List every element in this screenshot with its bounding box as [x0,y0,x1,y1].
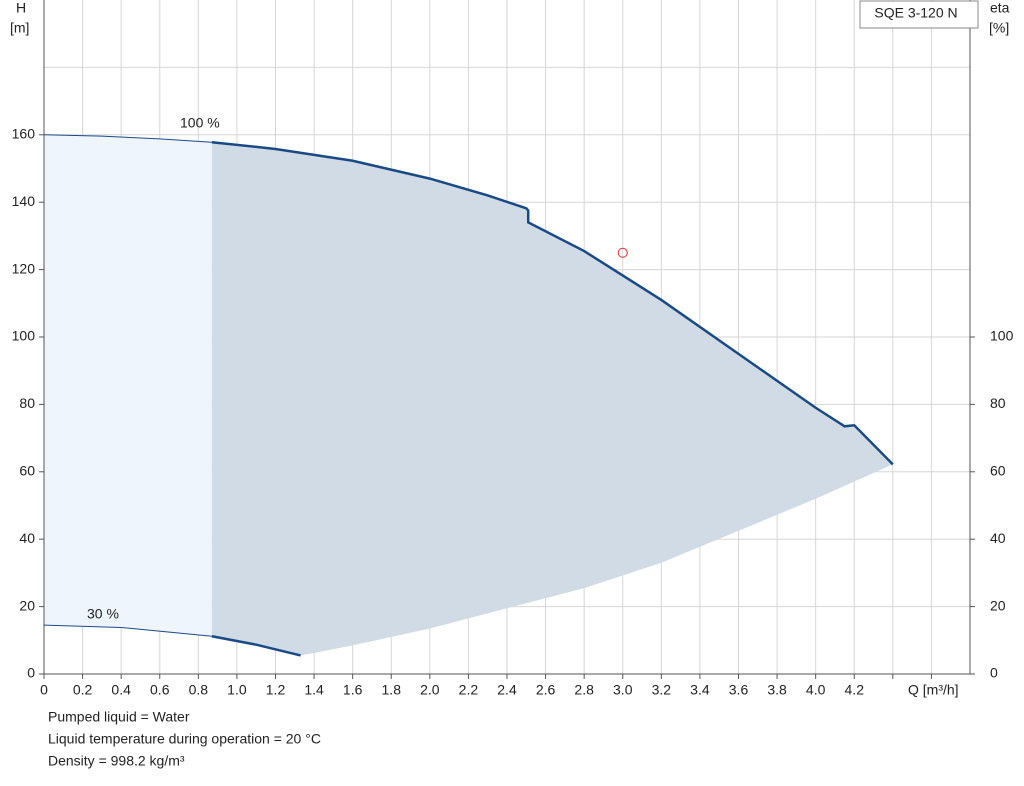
curve-label: 100 % [180,115,220,131]
x-tick-label: 3.4 [690,682,710,698]
y2-tick-label: 40 [990,530,1006,546]
curve [43,134,212,143]
y-tick-label: 60 [19,463,35,479]
x-label: Q [m³/h] [908,682,959,698]
y2-tick-label: 100 [990,328,1014,344]
x-tick-label: 1.6 [343,682,363,698]
title-box [859,0,979,29]
duty-point [617,247,628,258]
x-tick-label: 2.6 [536,682,556,698]
x-tick-label: 4.2 [845,682,865,698]
curve-label: 30 % [87,606,119,622]
x-tick-label: 1.2 [266,682,286,698]
x-tick-label: 0.6 [150,682,170,698]
x-tick-label: 2.0 [420,682,440,698]
x-tick-label: 2.4 [497,682,517,698]
light-area [44,134,212,637]
y-tick-label: 80 [19,395,35,411]
note: Pumped liquid = Water [48,709,190,725]
x-tick-label: 0.2 [73,682,93,698]
operating-area [211,142,893,656]
x-tick-label: 1.4 [304,682,324,698]
x-tick-label: 3.8 [767,682,787,698]
y-unit: [m] [10,20,29,36]
chart-title: SQE 3-120 N [874,5,957,21]
x-tick-label: 3.6 [729,682,749,698]
curve [211,635,301,657]
x-tick-label: 0.4 [111,682,131,698]
y2-tick-label: 0 [990,665,998,681]
y2-tick-label: 60 [990,463,1006,479]
x-tick-label: 1.0 [227,682,247,698]
y-tick-label: 140 [12,193,36,209]
curve [211,140,894,466]
y-tick-label: 120 [12,260,36,276]
note: Density = 998.2 kg/m³ [48,753,185,769]
curve [43,624,212,637]
x-tick-label: 3.0 [613,682,633,698]
y-label: H [16,0,26,16]
x-tick-label: 2.2 [459,682,479,698]
y2-label: eta [990,0,1010,16]
x-tick-label: 3.2 [652,682,672,698]
y-tick-label: 160 [12,126,36,142]
y-tick-label: 40 [19,530,35,546]
x-tick-label: 0.8 [189,682,209,698]
x-tick-label: 1.8 [382,682,402,698]
y-tick-label: 0 [27,665,35,681]
x-tick-label: 2.8 [574,682,594,698]
y2-tick-label: 20 [990,597,1006,613]
x-tick-label: 4.0 [806,682,826,698]
y2-tick-label: 80 [990,395,1006,411]
y-tick-label: 20 [19,597,35,613]
y-tick-label: 100 [12,328,36,344]
note: Liquid temperature during operation = 20… [48,731,321,747]
x-tick-label: 0 [40,682,48,698]
y2-unit: [%] [989,20,1009,36]
